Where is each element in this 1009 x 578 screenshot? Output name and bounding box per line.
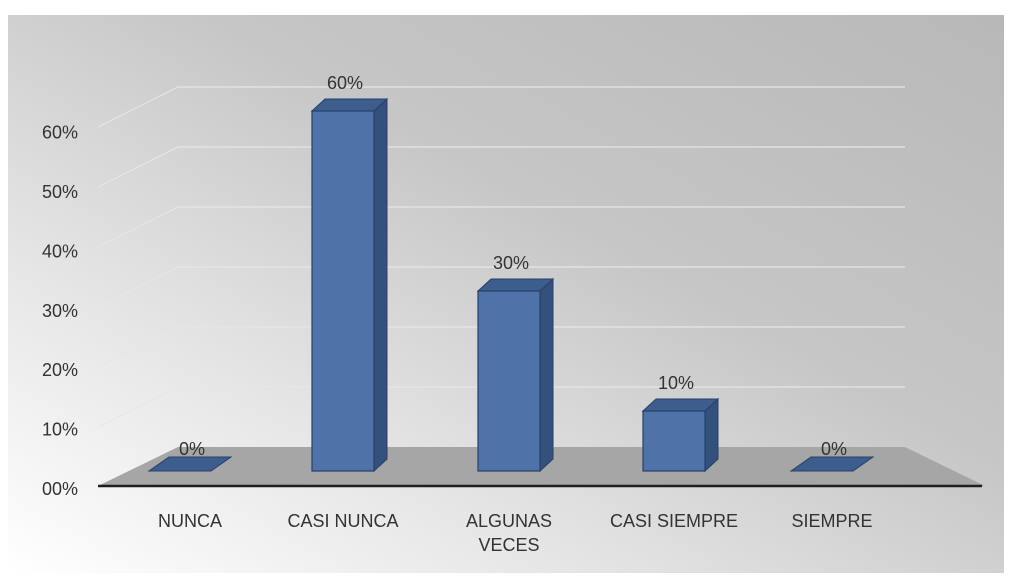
data-label: 0% <box>821 439 847 459</box>
bar-side <box>539 277 554 473</box>
bar <box>147 456 233 472</box>
y-tick-label: 00% <box>42 479 78 499</box>
bar-front <box>311 110 375 472</box>
x-tick-label: CASI SIEMPRE <box>610 511 738 531</box>
bar-zero <box>789 456 875 472</box>
bar-front <box>477 290 541 472</box>
data-label: 60% <box>327 73 363 93</box>
x-axis-ticks: NUNCA CASI NUNCA ALGUNAS VECES CASI SIEMPRE S… <box>158 511 873 555</box>
bar-top <box>641 398 720 412</box>
gridline-side <box>97 206 179 248</box>
y-tick-label: 60% <box>42 123 78 143</box>
data-label: 30% <box>493 253 529 273</box>
bar-side <box>373 97 388 473</box>
gridline-side <box>97 386 179 428</box>
bar <box>641 397 720 473</box>
bar-top <box>476 278 555 292</box>
data-label: 0% <box>179 439 205 459</box>
y-tick-label: 50% <box>42 182 78 202</box>
y-tick-label: 10% <box>42 420 78 440</box>
gridline-side <box>97 86 179 128</box>
x-tick-label: SIEMPRE <box>791 511 872 531</box>
gridline-side <box>97 266 179 308</box>
bar <box>789 456 875 472</box>
data-labels: 0% 60% 30% 10% 0% <box>179 73 847 459</box>
gridline-side <box>97 146 179 188</box>
bar <box>476 277 555 473</box>
bar <box>310 97 389 473</box>
bar-top <box>310 98 389 112</box>
bar-zero <box>147 456 233 472</box>
x-tick-label: CASI NUNCA <box>287 511 398 531</box>
y-tick-label: 30% <box>42 301 78 321</box>
bars <box>147 97 875 473</box>
gridline-side <box>97 326 179 368</box>
y-tick-label: 20% <box>42 360 78 380</box>
bar-front <box>642 410 706 472</box>
x-tick-label: ALGUNAS VECES <box>466 511 552 555</box>
x-tick-label: NUNCA <box>158 511 222 531</box>
data-label: 10% <box>658 373 694 393</box>
y-tick-label: 40% <box>42 241 78 261</box>
y-axis-ticks: 00% 10% 20% 30% 40% 50% 60% <box>42 123 78 499</box>
